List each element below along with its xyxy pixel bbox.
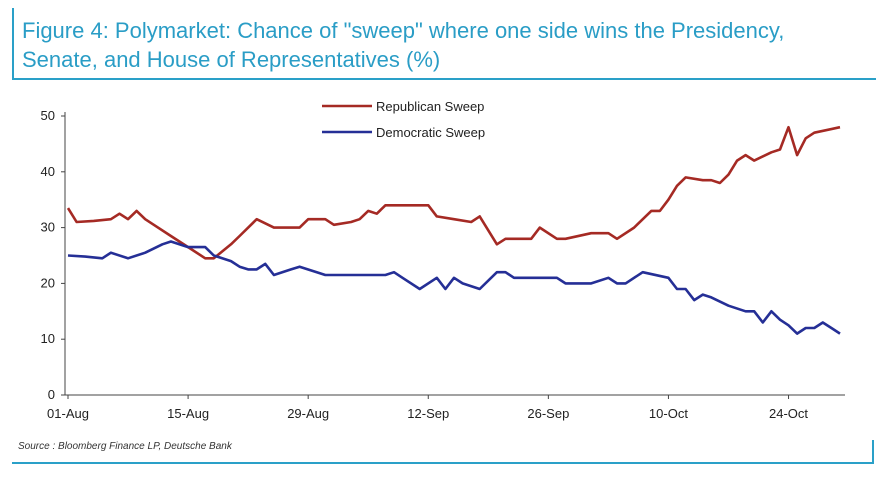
source-note: Source : Bloomberg Finance LP, Deutsche … — [18, 441, 232, 452]
x-tick-label: 24-Oct — [769, 406, 808, 421]
x-tick-label: 10-Oct — [649, 406, 688, 421]
y-tick-label: 20 — [41, 275, 55, 290]
y-tick-label: 40 — [41, 164, 55, 179]
chart-title: Figure 4: Polymarket: Chance of "sweep" … — [22, 16, 872, 74]
legend-label: Democratic Sweep — [376, 125, 485, 140]
legend: Republican Sweep Democratic Sweep — [322, 99, 485, 140]
x-tick-label: 29-Aug — [287, 406, 329, 421]
chart-title-line-2: Senate, and House of Representatives (%) — [22, 47, 441, 72]
y-tick-label: 0 — [48, 387, 55, 402]
x-tick-label: 15-Aug — [167, 406, 209, 421]
x-tick-label: 12-Sep — [407, 406, 449, 421]
line-chart: 0 10 20 30 40 50 01-Aug 15-Aug 29-Aug 12-Sep 26-Se… — [41, 99, 845, 421]
x-tick-label: 01-Aug — [47, 406, 89, 421]
legend-label: Republican Sweep — [376, 99, 484, 114]
axes: 0 10 20 30 40 50 01-Aug 15-Aug 29-Aug 12-Sep 26-Se… — [41, 108, 845, 421]
chart-title-line-1: Figure 4: Polymarket: Chance of "sweep" … — [22, 18, 785, 43]
bottom-rule-end — [872, 440, 874, 464]
series-line-republican-sweep — [66, 125, 841, 260]
bottom-rule — [12, 462, 874, 464]
title-box: Figure 4: Polymarket: Chance of "sweep" … — [12, 8, 876, 80]
y-tick-label: 50 — [41, 108, 55, 123]
series-line-democratic-sweep — [67, 240, 841, 335]
x-tick-label: 26-Sep — [527, 406, 569, 421]
y-tick-label: 30 — [41, 220, 55, 235]
series-lines — [66, 125, 841, 335]
y-tick-label: 10 — [41, 331, 55, 346]
